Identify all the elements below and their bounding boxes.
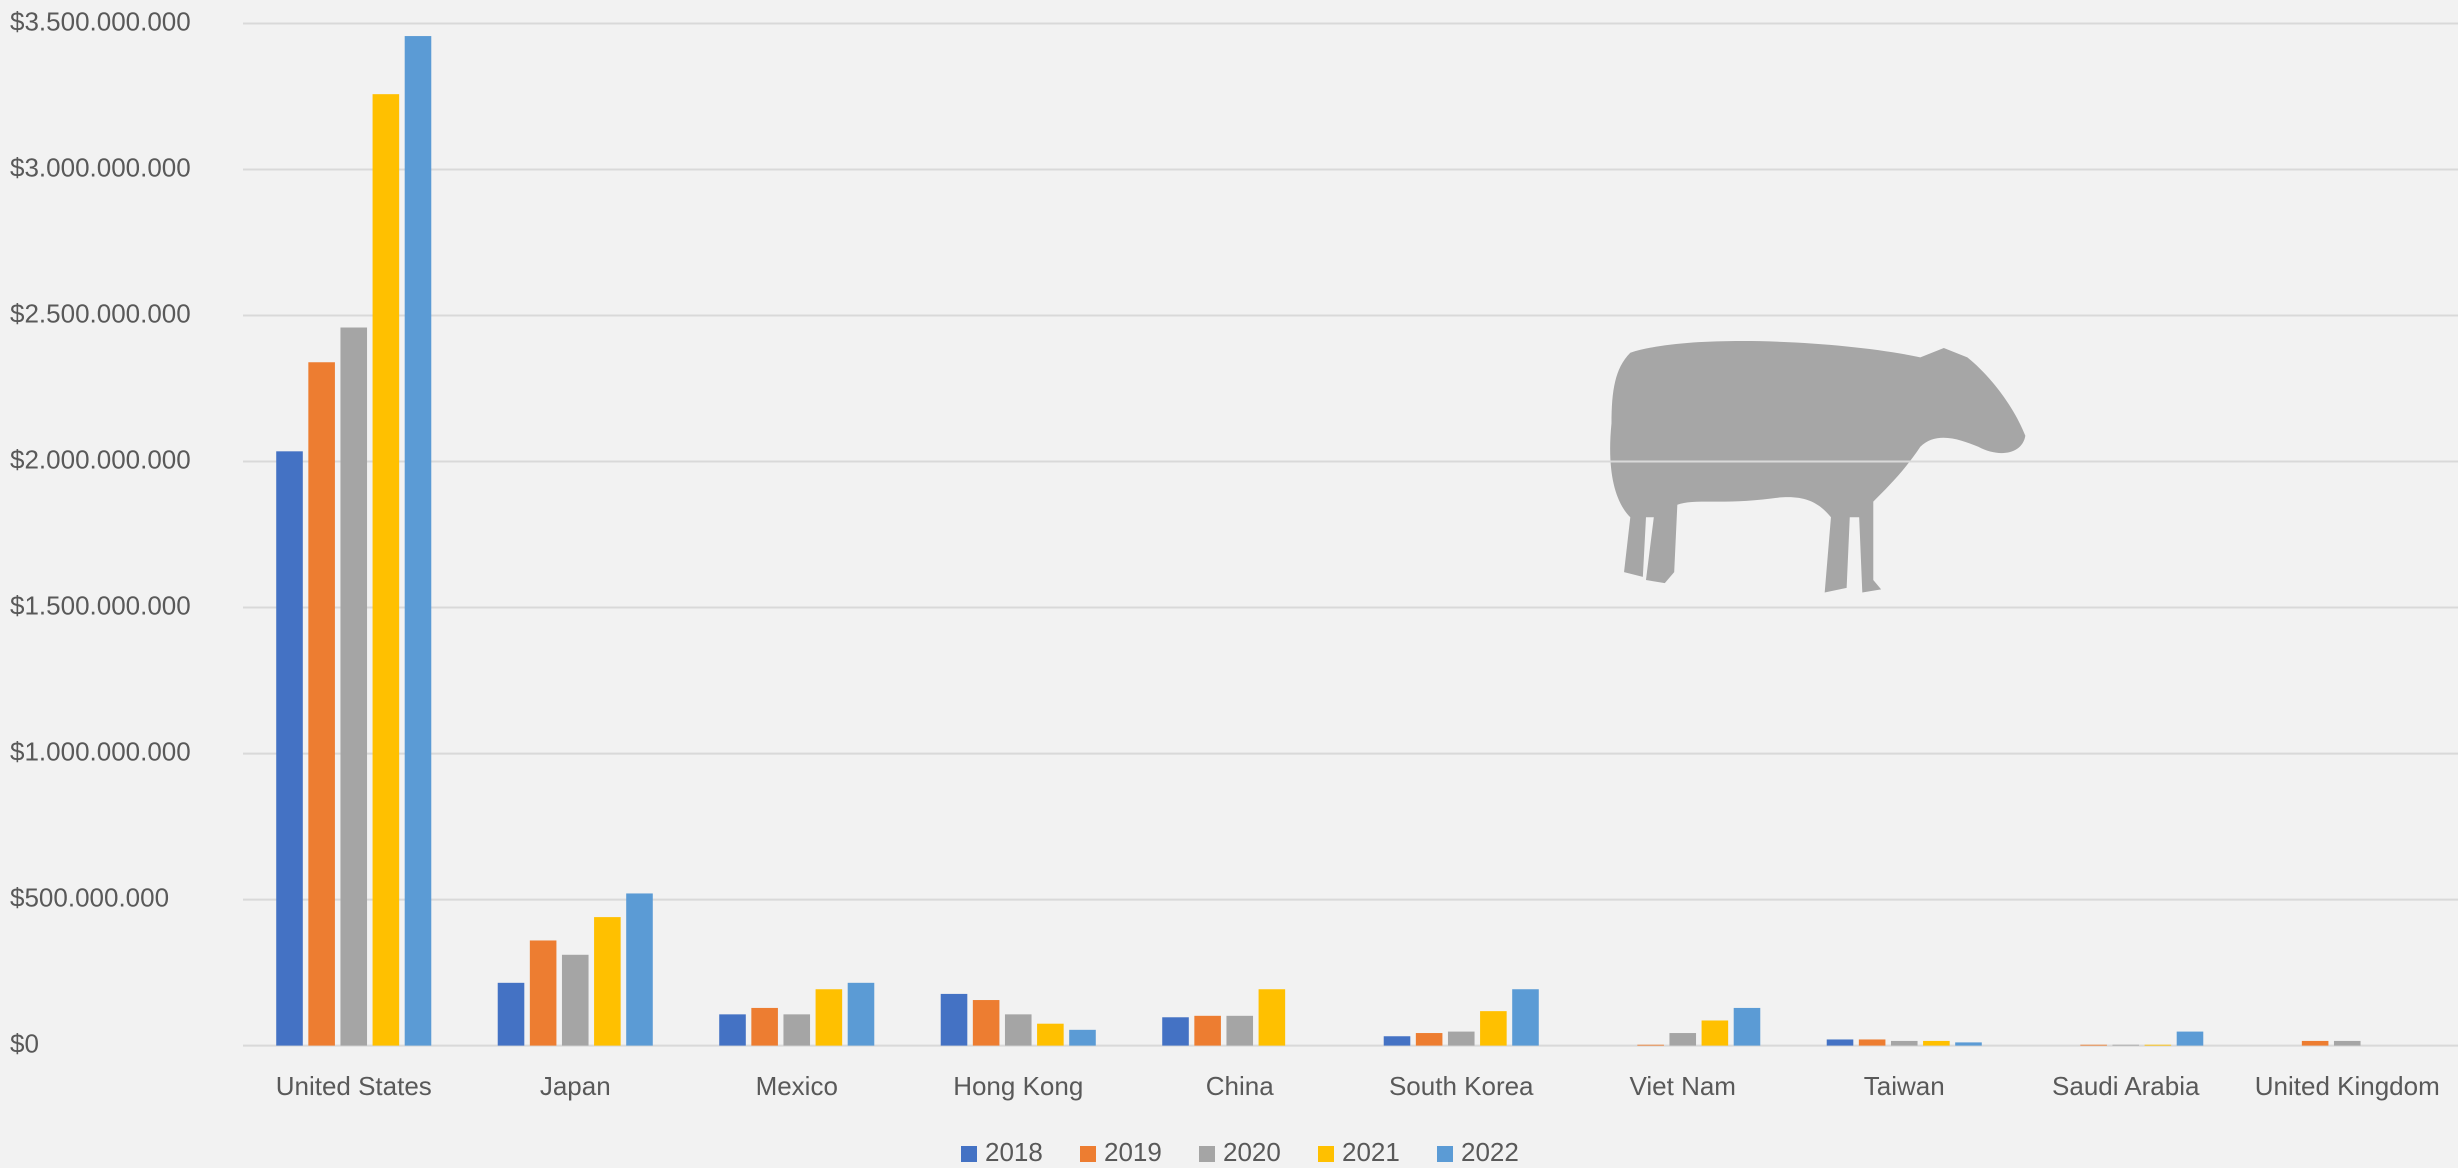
bar xyxy=(529,940,557,1046)
bar xyxy=(1955,1042,1982,1046)
bar xyxy=(1162,1017,1189,1046)
bar xyxy=(1701,1020,1729,1046)
bar xyxy=(276,451,303,1046)
cow-illustration xyxy=(1610,341,2026,593)
legend-label: 2019 xyxy=(1104,1137,1162,1167)
bar xyxy=(2176,1031,2204,1046)
bar xyxy=(594,917,621,1046)
bar xyxy=(719,1014,746,1046)
bar xyxy=(1258,989,1286,1046)
bar xyxy=(1447,1031,1475,1046)
bar xyxy=(940,993,968,1046)
bar xyxy=(372,94,400,1046)
bar xyxy=(2333,1040,2361,1046)
bar xyxy=(1037,1023,1064,1046)
x-tick-label: Japan xyxy=(540,1071,611,1101)
bar xyxy=(1194,1015,1221,1046)
cow xyxy=(1610,341,2026,593)
legend-swatch xyxy=(1080,1146,1096,1162)
bar xyxy=(1226,1015,1254,1046)
y-tick-label: $1.000.000.000 xyxy=(10,736,191,766)
x-tick-label: United States xyxy=(276,1071,432,1101)
bar xyxy=(1826,1039,1854,1046)
bar xyxy=(1637,1044,1664,1046)
x-tick-label: Saudi Arabia xyxy=(2052,1071,2200,1101)
x-tick-label: China xyxy=(1206,1071,1274,1101)
legend-label: 2018 xyxy=(985,1137,1043,1167)
bar xyxy=(1383,1036,1411,1046)
bar xyxy=(1669,1033,1697,1046)
bar xyxy=(2112,1044,2140,1046)
x-tick-label: Mexico xyxy=(756,1071,838,1101)
legend-label: 2020 xyxy=(1223,1137,1281,1167)
bar xyxy=(1923,1040,1950,1046)
legend-label: 2022 xyxy=(1461,1137,1519,1167)
y-tick-label: $2.000.000.000 xyxy=(10,444,191,474)
y-tick-label: $0 xyxy=(10,1028,39,1058)
bar xyxy=(2080,1044,2107,1046)
bar xyxy=(815,989,843,1046)
bar xyxy=(783,1014,811,1046)
bar xyxy=(1004,1014,1032,1046)
legend-swatch xyxy=(1318,1146,1334,1162)
bar xyxy=(2301,1040,2329,1046)
bar xyxy=(404,36,432,1046)
bar xyxy=(751,1007,778,1046)
y-tick-label: $1.500.000.000 xyxy=(10,590,191,620)
bar xyxy=(561,954,589,1046)
y-tick-label: $2.500.000.000 xyxy=(10,298,191,328)
bar xyxy=(308,362,335,1046)
bar xyxy=(497,982,525,1046)
x-tick-label: Viet Nam xyxy=(1630,1071,1736,1101)
bar xyxy=(340,327,368,1046)
x-tick-label: Hong Kong xyxy=(953,1071,1083,1101)
y-tick-label: $500.000.000 xyxy=(10,882,169,912)
x-tick-label: United Kingdom xyxy=(2255,1071,2440,1101)
y-tick-label: $3.000.000.000 xyxy=(10,152,191,182)
x-tick-label: Taiwan xyxy=(1864,1071,1945,1101)
bar xyxy=(1069,1029,1096,1046)
bar xyxy=(2144,1044,2172,1046)
bar xyxy=(626,893,653,1046)
legend-label: 2021 xyxy=(1342,1137,1400,1167)
bar xyxy=(1890,1040,1918,1046)
bar xyxy=(1733,1007,1761,1046)
x-tick-label: South Korea xyxy=(1389,1071,1534,1101)
bar xyxy=(1512,989,1539,1046)
bar xyxy=(1858,1039,1886,1046)
bar xyxy=(1480,1011,1507,1046)
bar xyxy=(847,982,875,1046)
legend-swatch xyxy=(1437,1146,1453,1162)
legend-swatch xyxy=(961,1146,977,1162)
legend-swatch xyxy=(1199,1146,1215,1162)
y-tick-label: $3.500.000.000 xyxy=(10,6,191,36)
bar xyxy=(1415,1033,1443,1046)
bar xyxy=(972,1000,1000,1046)
